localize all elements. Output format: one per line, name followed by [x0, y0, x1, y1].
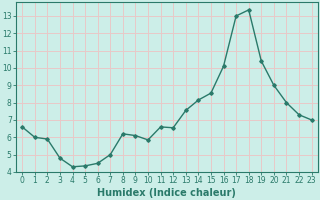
X-axis label: Humidex (Indice chaleur): Humidex (Indice chaleur) [98, 188, 236, 198]
